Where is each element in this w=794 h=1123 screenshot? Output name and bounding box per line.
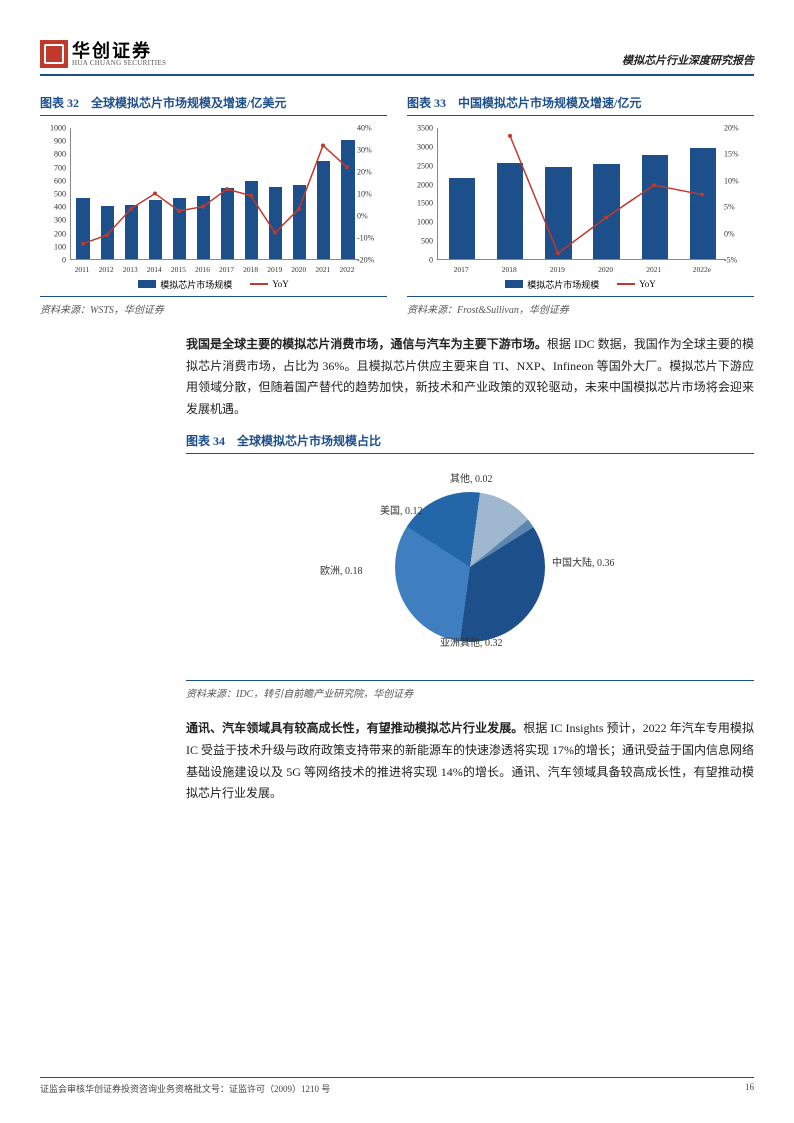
page-footer: 证监会审核华创证券投资咨询业务资格批文号：证监许可（2009）1210 号 16 xyxy=(40,1077,754,1095)
logo-mark-icon xyxy=(40,40,68,68)
logo: 华创证券 HUA CHUANG SECURITIES xyxy=(40,40,166,68)
chart-32: 图表 32 全球模拟芯片市场规模及增速/亿美元 0100200300400500… xyxy=(40,94,387,316)
logo-en: HUA CHUANG SECURITIES xyxy=(72,60,166,67)
chart-33-plot: 0500100015002000250030003500-5%0%5%10%15… xyxy=(407,122,754,292)
chart-33-title: 图表 33 中国模拟芯片市场规模及增速/亿元 xyxy=(407,94,754,116)
paragraph-2: 通讯、汽车领域具有较高成长性，有望推动模拟芯片行业发展。根据 IC Insigh… xyxy=(186,718,754,804)
para2-bold: 通讯、汽车领域具有较高成长性，有望推动模拟芯片行业发展。 xyxy=(186,721,523,735)
footer-page: 16 xyxy=(745,1082,754,1095)
paragraph-1: 我国是全球主要的模拟芯片消费市场，通信与汽车为主要下游市场。根据 IDC 数据，… xyxy=(186,334,754,420)
chart-34-title: 图表 34 全球模拟芯片市场规模占比 xyxy=(186,432,754,454)
logo-cn: 华创证券 xyxy=(72,42,166,60)
chart-33: 图表 33 中国模拟芯片市场规模及增速/亿元 05001000150020002… xyxy=(407,94,754,316)
chart-34-plot: 中国大陆, 0.36 亚洲其他, 0.32 欧洲, 0.18 美国, 0.12 其他, … xyxy=(186,462,754,672)
chart-32-plot: 01002003004005006007008009001000-20%-10%… xyxy=(40,122,387,292)
chart-33-source: 资料来源：Frost&Sullivan，华创证券 xyxy=(407,296,754,316)
pie-label: 美国, 0.12 xyxy=(380,502,423,517)
para1-bold: 我国是全球主要的模拟芯片消费市场，通信与汽车为主要下游市场。 xyxy=(186,337,547,351)
doc-title: 模拟芯片行业深度研究报告 xyxy=(622,52,754,68)
chart-32-title: 图表 32 全球模拟芯片市场规模及增速/亿美元 xyxy=(40,94,387,116)
footer-left: 证监会审核华创证券投资咨询业务资格批文号：证监许可（2009）1210 号 xyxy=(40,1082,330,1095)
chart-32-source: 资料来源：WSTS，华创证券 xyxy=(40,296,387,316)
page-header: 华创证券 HUA CHUANG SECURITIES 模拟芯片行业深度研究报告 xyxy=(40,40,754,76)
charts-row: 图表 32 全球模拟芯片市场规模及增速/亿美元 0100200300400500… xyxy=(40,94,754,316)
chart-34-source: 资料来源：IDC，转引自前瞻产业研究院，华创证券 xyxy=(186,680,754,700)
pie-label: 欧洲, 0.18 xyxy=(320,562,363,577)
pie-label: 中国大陆, 0.36 xyxy=(552,554,615,569)
pie-label: 其他, 0.02 xyxy=(450,470,493,485)
pie-label: 亚洲其他, 0.32 xyxy=(440,634,503,649)
